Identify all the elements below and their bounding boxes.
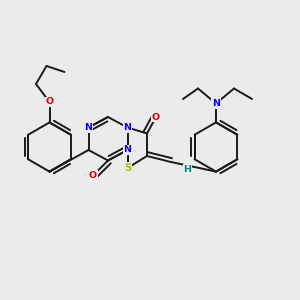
Text: H: H <box>184 165 191 174</box>
Text: N: N <box>85 123 92 132</box>
Text: O: O <box>45 98 54 106</box>
Text: O: O <box>89 171 97 180</box>
Text: S: S <box>124 163 131 173</box>
Text: N: N <box>124 123 131 132</box>
Text: N: N <box>124 146 131 154</box>
Text: O: O <box>152 112 160 122</box>
Text: N: N <box>212 99 220 108</box>
